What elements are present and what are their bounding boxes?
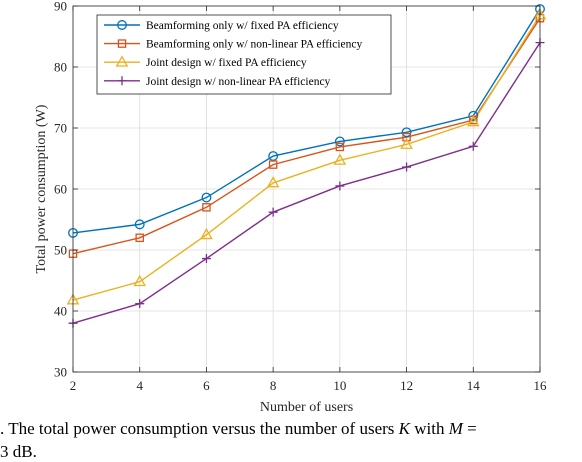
- x-tick-label-5: 12: [400, 378, 413, 393]
- series-line-0: [72, 8, 541, 234]
- legend-label-0: Beamforming only w/ fixed PA efficiency: [146, 20, 339, 32]
- data-point-0-6: [468, 110, 479, 121]
- y-axis-label: Total power consumption (W): [34, 104, 49, 273]
- x-tick-label-3: 8: [270, 378, 277, 393]
- x-tick-label-7: 16: [534, 378, 548, 393]
- caption-text-1: . The total power consumption versus the…: [0, 419, 399, 438]
- x-tick-label-6: 14: [467, 378, 481, 393]
- tick-labels: 2 4 6 8 10 12 14 16 30 40 50 60 70 80 90: [54, 0, 547, 393]
- data-point-0-5: [401, 127, 412, 138]
- x-tick-label-1: 4: [136, 378, 143, 393]
- legend: Beamforming only w/ fixed PA efficiency B…: [96, 14, 392, 95]
- legend-label-1: Beamforming only w/ non-linear PA effici…: [146, 39, 362, 51]
- data-point-3-2: [201, 254, 211, 264]
- data-point-1-4: [335, 142, 345, 152]
- data-point-0-1: [134, 219, 145, 230]
- caption-var-k: K: [398, 419, 410, 438]
- data-point-2-5: [400, 137, 413, 149]
- x-tick-label-2: 6: [203, 378, 210, 393]
- legend-label-3: Joint design w/ non-linear PA efficiency: [146, 76, 331, 88]
- legend-marker-2: [115, 55, 129, 67]
- caption-text-3: =: [462, 419, 477, 438]
- caption-text-4: 3 dB.: [0, 442, 37, 461]
- line-chart: 2 4 6 8 10 12 14 16 30 40 50 60 70 80 90 Number of use…: [34, 0, 547, 415]
- y-tick-label-6: 90: [54, 0, 67, 14]
- data-point-2-3: [266, 176, 280, 188]
- data-point-2-1: [133, 274, 147, 287]
- series-line-3: [72, 42, 541, 324]
- figure-caption-line-2: 3 dB.: [0, 442, 37, 462]
- data-point-0-2: [201, 192, 212, 203]
- data-point-3-6: [468, 141, 478, 151]
- data-point-0-4: [334, 136, 345, 147]
- legend-box: [96, 14, 392, 95]
- legend-label-2: Joint design w/ fixed PA efficiency: [146, 57, 307, 69]
- y-tick-label-2: 50: [54, 243, 67, 258]
- series-line-2: [72, 14, 541, 301]
- data-point-1-1: [135, 233, 144, 243]
- data-point-1-2: [202, 203, 211, 212]
- data-point-2-2: [200, 227, 213, 240]
- y-tick-label-0: 30: [54, 365, 67, 380]
- data-point-1-3: [268, 160, 278, 169]
- caption-text-2: with: [409, 419, 449, 438]
- axis-ticks: [72, 5, 541, 373]
- legend-marker-0: [117, 20, 127, 30]
- data-point-1-5: [402, 132, 411, 142]
- legend-marker-3: [117, 76, 127, 86]
- y-tick-label-1: 40: [54, 304, 67, 319]
- x-tick-label-0: 2: [70, 378, 77, 393]
- data-point-3-1: [135, 299, 145, 309]
- figure-caption-line-1: . The total power consumption versus the…: [0, 419, 477, 439]
- legend-marker-1: [117, 39, 127, 48]
- data-point-3-5: [402, 162, 412, 172]
- y-tick-label-4: 70: [54, 121, 67, 136]
- data-point-2-4: [333, 153, 347, 165]
- data-point-2-6: [466, 115, 480, 127]
- data-point-3-4: [335, 181, 345, 191]
- x-tick-label-4: 10: [333, 378, 346, 393]
- y-tick-label-3: 60: [54, 182, 67, 197]
- series-line-1: [72, 17, 541, 255]
- caption-var-m: M: [448, 419, 463, 438]
- data-point-3-3: [268, 207, 278, 217]
- series-lines: [72, 8, 541, 324]
- x-axis-label: Number of users: [260, 400, 353, 415]
- y-tick-label-5: 80: [54, 60, 67, 75]
